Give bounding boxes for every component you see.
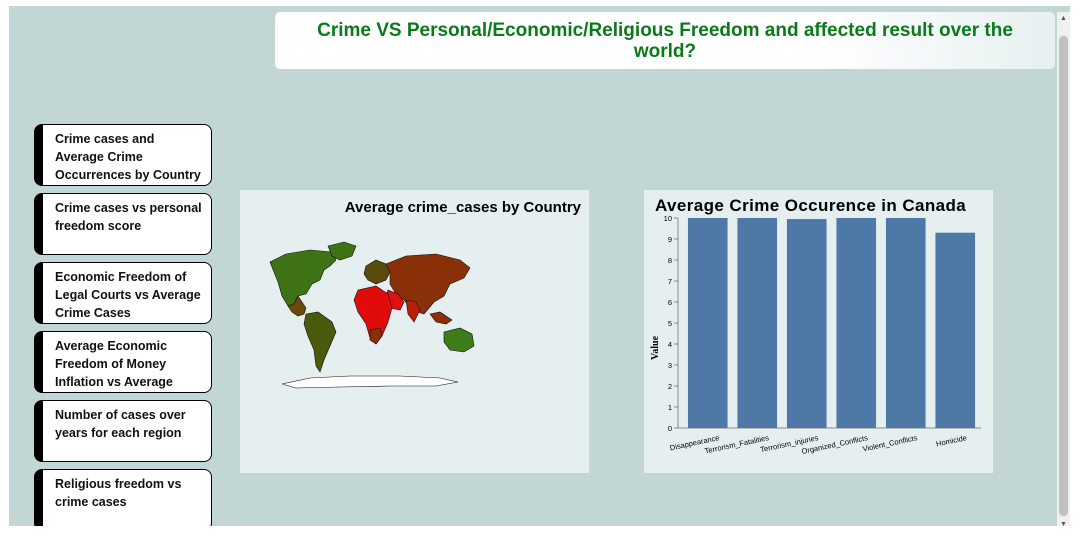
page-title: Crime VS Personal/Economic/Religious Fre… <box>317 19 1013 62</box>
nav-item-label: Economic Freedom of Legal Courts vs Aver… <box>55 270 201 320</box>
nav-item-label: Crime cases and Average Crime Occurrence… <box>55 132 201 182</box>
map-region-south-asia[interactable] <box>405 299 421 323</box>
y-tick-label: 3 <box>668 361 672 370</box>
bar-chart: 012345678910ValueDisappearanceTerrorism_… <box>650 214 981 456</box>
map-region-greenland[interactable] <box>327 241 357 261</box>
y-tick-label: 2 <box>668 382 672 391</box>
map-region-asia[interactable] <box>385 253 471 315</box>
y-tick-label: 6 <box>668 298 672 307</box>
world-choropleth-map[interactable] <box>240 190 589 473</box>
y-tick-label: 9 <box>668 235 672 244</box>
map-region-australia[interactable] <box>443 327 475 353</box>
map-region-southern-africa[interactable] <box>369 327 383 345</box>
nav-item-label: Number of cases over years for each regi… <box>55 408 186 440</box>
bar <box>687 218 728 428</box>
nav-item-personal-freedom[interactable]: Crime cases vs personal freedom score <box>34 193 212 255</box>
map-title: Average crime_cases by Country <box>344 199 581 216</box>
y-tick-label: 4 <box>668 340 672 349</box>
map-region-antarctica[interactable] <box>281 375 459 389</box>
x-tick-label: Homicide <box>935 433 967 448</box>
nav-item-legal-courts[interactable]: Economic Freedom of Legal Courts vs Aver… <box>34 262 212 324</box>
y-tick-label: 8 <box>668 256 672 265</box>
bar <box>737 218 778 428</box>
nav-item-religious-freedom[interactable]: Religious freedom vs crime cases <box>34 469 212 526</box>
sidebar-nav: Crime cases and Average Crime Occurrence… <box>34 124 214 526</box>
y-tick-label: 0 <box>668 424 672 433</box>
nav-item-cases-over-years[interactable]: Number of cases over years for each regi… <box>34 400 212 462</box>
map-panel: Average crime_cases by Country <box>240 190 589 473</box>
map-region-south-america[interactable] <box>303 311 337 373</box>
map-region-mexico[interactable] <box>287 295 307 317</box>
bar-chart-panel: Average Crime Occurence in Canada 0 1 2 3 4 5… <box>644 190 993 473</box>
chart-title: Average Crime Occurence in Canada <box>655 196 967 215</box>
scrollbar-thumb[interactable] <box>1059 36 1068 516</box>
y-tick-label: 1 <box>668 403 672 412</box>
bar <box>786 219 827 428</box>
app-viewport: Crime VS Personal/Economic/Religious Fre… <box>9 6 1070 526</box>
y-tick-label: 5 <box>668 319 672 328</box>
bar <box>935 232 976 428</box>
map-region-europe[interactable] <box>363 259 391 285</box>
header-banner: Crime VS Personal/Economic/Religious Fre… <box>275 12 1055 69</box>
nav-item-label: Crime cases vs personal freedom score <box>55 201 202 233</box>
nav-item-crime-cases-by-country[interactable]: Crime cases and Average Crime Occurrence… <box>34 124 212 186</box>
map-region-southeast-asia[interactable] <box>429 311 453 325</box>
nav-item-money-inflation[interactable]: Average Economic Freedom of Money Inflat… <box>34 331 212 393</box>
nav-item-label: Religious freedom vs crime cases <box>55 477 182 509</box>
x-tick-label: Violent_Conflicts <box>862 433 919 453</box>
y-axis-label: Value <box>650 335 661 360</box>
nav-item-label: Average Economic Freedom of Money Inflat… <box>55 339 173 389</box>
bar <box>885 218 926 428</box>
scroll-down-icon[interactable]: ▼ <box>1060 521 1067 526</box>
y-tick-label: 10 <box>664 214 672 223</box>
bar <box>836 218 877 428</box>
vertical-scrollbar[interactable]: ▲ ▼ <box>1057 12 1070 526</box>
map-region-north-america[interactable] <box>269 249 337 307</box>
scroll-up-icon[interactable]: ▲ <box>1060 15 1067 22</box>
y-tick-label: 7 <box>668 277 672 286</box>
